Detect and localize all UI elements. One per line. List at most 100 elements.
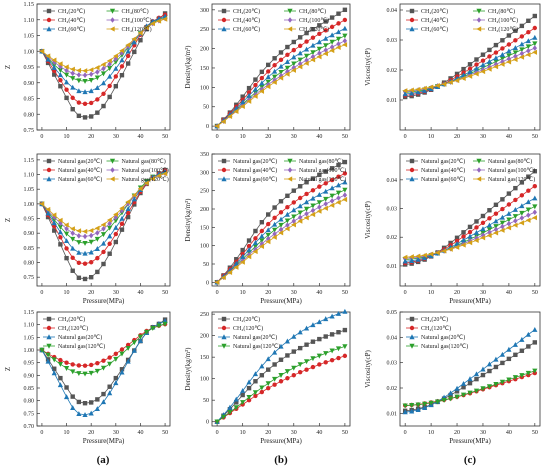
x-tick-label: 10 [64,134,70,140]
marker [272,227,278,233]
legend-label: Natural gas(60℃) [233,176,277,183]
marker [310,35,316,40]
y-tick-label: 1.05 [24,335,35,341]
marker [119,367,125,372]
x-tick-label: 40 [506,430,512,436]
marker [525,44,531,50]
marker [454,394,460,400]
marker [70,236,76,242]
marker [125,206,131,212]
marker [487,208,492,213]
marker [512,375,518,381]
marker [46,17,52,23]
marker [532,209,538,216]
marker [100,399,107,405]
marker [329,166,335,171]
marker [476,26,482,32]
legend-label: Natural gas(120℃) [488,176,535,183]
marker [39,48,45,54]
marker [323,360,328,365]
marker [46,26,52,32]
legend-label: Natural gas(80℃) [488,158,532,165]
marker [342,187,348,193]
marker [310,211,316,218]
marker [57,61,63,67]
marker [342,192,348,198]
marker [499,379,506,385]
marker [342,179,348,185]
marker [110,167,115,173]
marker [107,220,112,227]
marker [125,214,131,220]
marker [454,389,460,394]
x-tick-label: 40 [506,290,512,296]
marker [252,240,259,245]
marker [506,59,512,65]
y-tick-label: 0.85 [24,246,35,252]
marker [52,228,57,233]
marker [506,48,512,54]
y-tick-label: 0.05 [387,310,398,316]
y-tick-label: 0.70 [24,424,35,430]
marker [51,212,57,218]
marker [409,325,415,331]
y-tick-label: 0.90 [24,81,35,87]
series-line [216,44,346,127]
marker [76,233,82,239]
marker [94,236,100,242]
marker [310,364,316,370]
marker [265,381,271,387]
marker [259,238,265,244]
chart-panel-r2c2: 0 10 20 30 40 50 0.01 0.02 0.03 0.04 0.05 Viscosity… [364,310,541,445]
marker [70,245,76,251]
marker [519,54,525,60]
marker [253,393,258,399]
marker [100,365,107,371]
marker [45,56,51,62]
marker [335,199,341,205]
marker [252,86,259,92]
marker [94,406,100,411]
x-tick-label: 20 [88,134,94,140]
marker [278,75,284,81]
x-tick-label: 20 [265,134,271,140]
marker [94,75,100,81]
marker [506,33,512,38]
y-tick-label: 0.90 [24,231,35,237]
marker [266,69,271,74]
plot-frame [36,311,171,427]
marker [421,252,427,258]
marker [323,43,329,49]
marker [278,199,284,204]
marker [480,386,486,392]
marker [512,45,518,50]
marker [297,218,303,224]
marker [143,25,149,31]
marker [480,226,486,232]
marker [107,83,112,89]
marker [252,390,259,396]
y-tick-label: 1.00 [24,348,35,354]
y-tick-label: 350 [200,152,209,158]
marker [240,247,245,253]
marker [101,249,106,255]
marker [52,366,57,371]
marker [221,167,227,173]
marker [486,232,492,239]
y-tick-label: 0.75 [24,411,35,417]
marker [265,227,271,233]
series-4 [39,13,168,95]
marker [408,254,414,260]
marker [329,198,335,204]
marker [259,80,265,86]
x-tick-label: 20 [454,134,460,140]
legend-label: Natural gas(100℃) [299,167,346,174]
legend-label: CH₄(120℃) [233,325,263,332]
marker [447,390,454,396]
x-tick-label: 50 [342,290,348,296]
marker [310,195,316,201]
x-tick-label: 30 [291,290,297,296]
marker [428,84,434,90]
marker [45,53,51,59]
marker [278,230,284,236]
